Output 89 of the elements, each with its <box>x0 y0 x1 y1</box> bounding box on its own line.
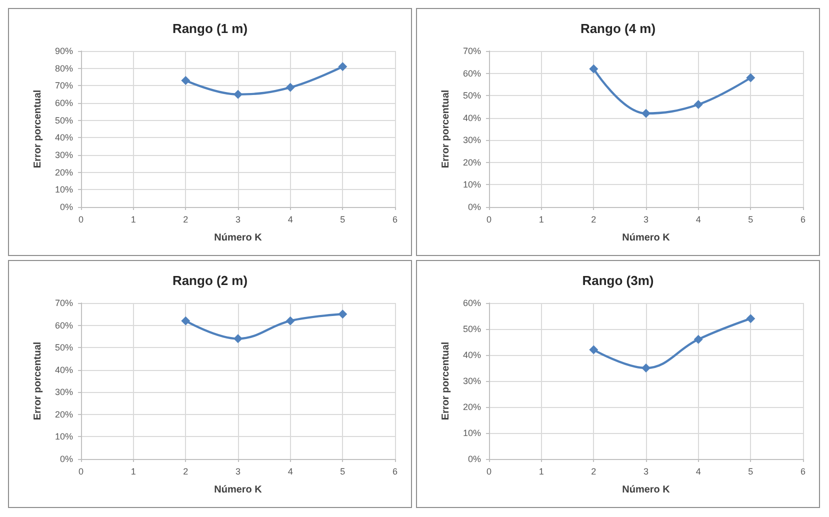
x-tick-label: 6 <box>392 214 398 224</box>
x-tick-label: 4 <box>696 466 701 476</box>
point <box>694 334 703 344</box>
y-tick-label: 20% <box>462 402 481 412</box>
y-tick-label: 30% <box>462 135 481 146</box>
x-tick-label: 1 <box>130 466 136 476</box>
x-axis-title: Número K <box>622 232 671 244</box>
point <box>642 364 650 372</box>
y-axis-title: Error porcentual <box>32 342 44 420</box>
point <box>589 64 598 74</box>
y-tick-label: 50% <box>54 342 73 353</box>
point <box>694 100 703 109</box>
x-tick-label: 4 <box>288 214 293 224</box>
x-axis-title: Número K <box>622 484 671 496</box>
y-tick-label: 0% <box>60 202 73 212</box>
y-tick-label: 60% <box>462 298 481 308</box>
y-tick-label: 60% <box>462 68 481 78</box>
y-tick-label: 40% <box>54 364 73 375</box>
point <box>234 90 242 99</box>
x-tick-label: 5 <box>748 466 754 476</box>
x-tick-label: 3 <box>235 214 241 224</box>
y-tick-label: 40% <box>462 112 481 123</box>
y-tick-label: 70% <box>54 298 73 308</box>
x-tick-label: 0 <box>78 214 84 224</box>
x-tick-label: 5 <box>340 214 346 224</box>
chart-title: Rango (4 m) <box>580 21 656 36</box>
point <box>181 316 190 326</box>
x-tick-label: 3 <box>643 214 649 224</box>
y-axis-title: Error porcentual <box>440 90 452 168</box>
chart-title: Rango (3m) <box>582 273 654 288</box>
y-tick-label: 40% <box>462 350 481 360</box>
x-tick-label: 3 <box>643 466 649 476</box>
point <box>234 334 242 344</box>
y-tick-label: 10% <box>54 432 73 442</box>
y-tick-label: 20% <box>54 409 73 420</box>
x-tick-label: 6 <box>392 466 398 476</box>
x-tick-label: 0 <box>486 466 492 476</box>
x-axis-title: Número K <box>214 232 263 244</box>
point <box>746 314 756 324</box>
y-tick-label: 60% <box>54 320 73 330</box>
x-tick-label: 2 <box>183 214 188 224</box>
x-tick-label: 6 <box>800 466 806 476</box>
point <box>286 316 295 326</box>
x-tick-label: 2 <box>591 214 596 224</box>
y-tick-label: 20% <box>54 167 73 178</box>
point <box>589 345 598 354</box>
point <box>746 73 756 82</box>
y-tick-label: 30% <box>462 376 481 386</box>
y-tick-label: 30% <box>54 150 73 160</box>
y-tick-label: 70% <box>54 80 73 91</box>
x-tick-label: 1 <box>538 466 544 476</box>
y-tick-label: 0% <box>468 454 481 464</box>
y-tick-label: 50% <box>462 324 481 334</box>
y-axis-title: Error porcentual <box>440 342 452 420</box>
point <box>642 108 650 118</box>
y-tick-label: 0% <box>60 454 73 464</box>
x-tick-label: 4 <box>696 214 701 224</box>
y-tick-label: 50% <box>462 90 481 101</box>
x-tick-label: 5 <box>748 214 754 224</box>
point <box>338 62 348 72</box>
x-tick-label: 5 <box>340 466 346 476</box>
y-tick-label: 50% <box>54 115 73 126</box>
x-tick-label: 3 <box>235 466 241 476</box>
x-tick-label: 4 <box>288 466 293 476</box>
x-tick-label: 0 <box>78 466 84 476</box>
x-tick-label: 0 <box>486 214 492 224</box>
y-tick-label: 30% <box>54 387 73 398</box>
x-tick-label: 2 <box>591 466 596 476</box>
y-tick-label: 10% <box>462 428 481 438</box>
x-tick-label: 6 <box>800 214 806 224</box>
y-tick-label: 40% <box>54 132 73 143</box>
point <box>286 82 295 92</box>
x-tick-label: 1 <box>130 214 136 224</box>
x-tick-label: 1 <box>538 214 544 224</box>
chart-title: Rango (2 m) <box>172 273 248 288</box>
y-tick-label: 20% <box>462 157 481 168</box>
y-tick-label: 10% <box>54 184 73 195</box>
y-tick-label: 10% <box>462 180 481 190</box>
x-tick-label: 2 <box>183 466 188 476</box>
x-axis-title: Número K <box>214 484 263 496</box>
y-tick-label: 0% <box>468 202 481 212</box>
y-tick-label: 80% <box>54 63 73 74</box>
y-tick-label: 60% <box>54 98 73 108</box>
y-tick-label: 90% <box>54 46 73 56</box>
y-axis-title: Error porcentual <box>32 90 44 168</box>
point <box>338 310 348 319</box>
y-tick-label: 70% <box>462 46 481 56</box>
point <box>181 76 190 85</box>
chart-title: Rango (1 m) <box>172 21 248 36</box>
